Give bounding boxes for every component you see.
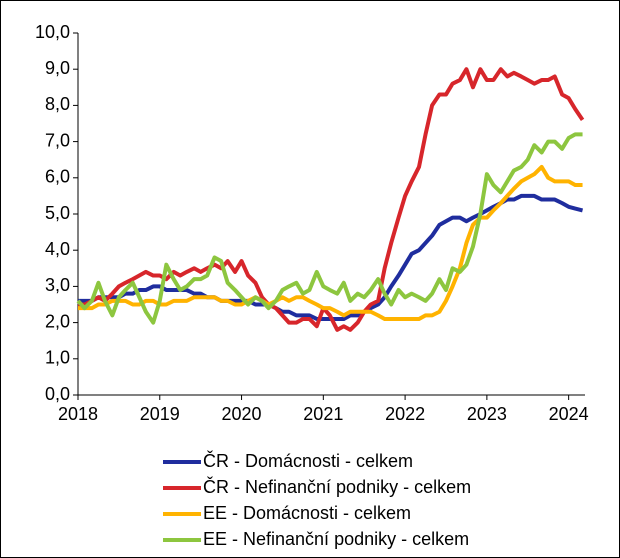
y-tick-label: 7,0 — [45, 130, 70, 150]
y-tick-label: 10,0 — [35, 22, 70, 42]
y-tick-label: 3,0 — [45, 275, 70, 295]
x-tick-label: 2021 — [303, 404, 343, 424]
legend-label: ČR - Domácnosti - celkem — [203, 450, 413, 471]
y-tick-label: 2,0 — [45, 311, 70, 331]
y-tick-label: 0,0 — [45, 384, 70, 404]
x-tick-label: 2023 — [467, 404, 507, 424]
x-tick-label: 2019 — [140, 404, 180, 424]
y-tick-label: 8,0 — [45, 94, 70, 114]
legend-label: EE - Nefinanční podniky - celkem — [203, 529, 469, 549]
series-line — [76, 132, 583, 325]
y-tick-label: 6,0 — [45, 167, 70, 187]
legend-label: ČR - Nefinanční podniky - celkem — [203, 476, 471, 497]
x-tick-label: 2018 — [58, 404, 98, 424]
y-tick-label: 1,0 — [45, 348, 70, 368]
y-tick-label: 4,0 — [45, 239, 70, 259]
x-tick-label: 2022 — [385, 404, 425, 424]
series-line — [78, 67, 585, 332]
series-line — [78, 164, 583, 321]
x-tick-label: 2024 — [549, 404, 589, 424]
legend-label: EE - Domácnosti - celkem — [203, 503, 411, 523]
x-tick-label: 2020 — [222, 404, 262, 424]
y-tick-label: 9,0 — [45, 58, 70, 78]
y-tick-label: 5,0 — [45, 203, 70, 223]
